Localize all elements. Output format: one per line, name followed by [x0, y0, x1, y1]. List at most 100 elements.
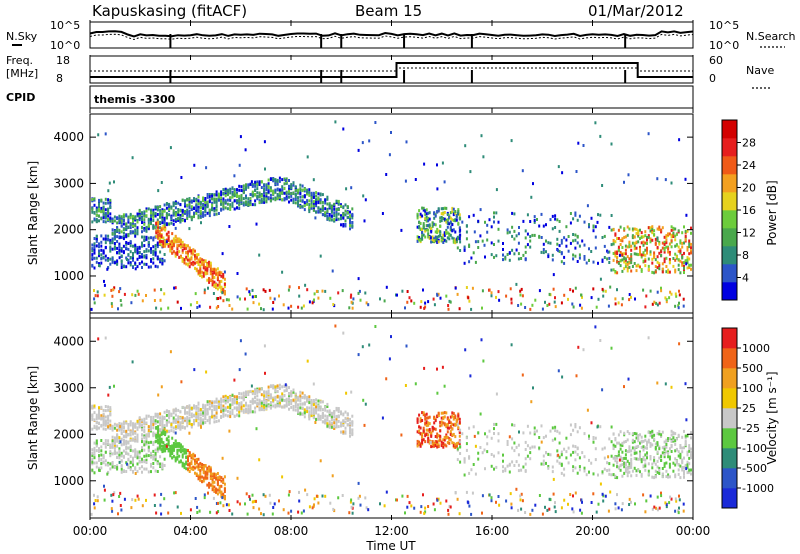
power-pixel-1562 [267, 182, 270, 186]
power-pixel-1178 [222, 201, 225, 205]
power-pixel-3764 [442, 241, 445, 244]
velocity-pixel-1415 [249, 410, 252, 414]
velocity-pixel-851 [186, 418, 189, 422]
velocity-pixel-3749 [440, 420, 443, 424]
velocity-pixel-719 [170, 412, 173, 416]
velocity-pixel-171 [109, 423, 112, 427]
power-pixel-1554 [265, 197, 268, 201]
velocity-pixel-3759 [440, 423, 443, 427]
power-pixel-5772 [108, 181, 111, 185]
velocity-pixel-3809 [446, 441, 449, 444]
power-pixel-4250 [572, 253, 575, 257]
power-pixel-890 [190, 207, 193, 211]
velocity-pixel-269 [120, 443, 123, 447]
power-pixel-1314 [238, 199, 241, 203]
power-pixel-3470 [222, 287, 225, 291]
velocity-pixel-3711 [436, 415, 439, 419]
power-pixel-3606 [427, 228, 430, 232]
velocity-pixel-3887 [452, 444, 455, 447]
velocity-pixel-3881 [452, 432, 455, 436]
power-pixel-5310 [251, 288, 254, 292]
power-pixel-1532 [263, 184, 266, 188]
power-pixel-4580 [635, 264, 638, 268]
power-pixel-4476 [623, 260, 626, 264]
power-pixel-4282 [578, 253, 581, 257]
power-pixel-4706 [649, 252, 652, 256]
power-pixel-3388 [213, 280, 216, 284]
power-pixel-4516 [628, 242, 631, 246]
velocity-pixel-2287 [349, 434, 351, 438]
power-pixel-5412 [173, 286, 176, 290]
power-pixel-4810 [660, 250, 663, 254]
power-pixel-4572 [633, 235, 636, 239]
power-pixel-1096 [213, 193, 216, 197]
velocity-pixel-1557 [265, 407, 268, 411]
velocity-pixel-2921 [162, 441, 165, 445]
power-pixel-76 [98, 209, 100, 213]
power-pixel-78 [98, 214, 100, 218]
velocity-pixel-797 [179, 423, 182, 427]
velocity-pixel-3815 [446, 422, 449, 426]
velocity-pixel-3453 [220, 490, 223, 494]
power-pixel-5124 [634, 297, 636, 301]
velocity-pixel-1291 [236, 413, 238, 417]
velocity-pixel-2623 [132, 463, 134, 467]
power-pixel-4502 [626, 261, 629, 265]
power-pixel-5238 [571, 302, 574, 306]
power-pixel-1760 [290, 194, 293, 198]
velocity-pixel-3125 [185, 455, 188, 459]
velocity-pixel-299 [122, 422, 125, 426]
velocity-pixel-1195 [224, 396, 227, 400]
power-cbar-swatch-4 [722, 210, 737, 229]
velocity-pixel-1891 [303, 401, 306, 405]
velocity-pixel-2427 [104, 450, 107, 454]
power-pixel-3986 [465, 230, 468, 234]
power-pixel-1680 [281, 185, 284, 189]
power-pixel-1588 [269, 193, 272, 197]
velocity-pixel-3527 [419, 443, 422, 447]
velocity-pixel-3737 [439, 429, 442, 433]
power-pixel-4820 [661, 241, 664, 245]
power-pixel-18 [91, 210, 94, 214]
power-pixel-5788 [319, 254, 322, 258]
power-pixel-5150 [365, 301, 368, 305]
velocity-pixel-2611 [132, 459, 134, 463]
power-pixel-1418 [249, 201, 252, 205]
velocity-pixel-3701 [436, 435, 439, 439]
power-pixel-4414 [617, 237, 620, 240]
velocity-pixel-1119 [215, 419, 218, 423]
power-pixel-4742 [653, 254, 656, 258]
power-pixel-5260 [317, 296, 320, 300]
power-pixel-1040 [208, 193, 211, 196]
velocity-pixel-3191 [192, 468, 195, 471]
power-pixel-2430 [104, 234, 107, 238]
power-pixel-180 [111, 228, 114, 232]
power-pixel-1618 [272, 191, 275, 195]
velocity-pixel-1445 [254, 410, 257, 414]
velocity-pixel-1817 [294, 396, 297, 400]
velocity-pixel-733 [172, 420, 175, 424]
velocity-pixel-727 [172, 426, 175, 430]
power-pixel-740 [174, 206, 177, 210]
velocity-pixel-3043 [176, 457, 179, 461]
power-pixel-3964 [459, 228, 462, 232]
velocity-pixel-755 [174, 409, 177, 413]
power-pixel-772 [177, 213, 180, 217]
velocity-pixel-1275 [233, 398, 236, 402]
velocity-pixel-3659 [431, 442, 434, 446]
velocity-pixel-1081 [213, 420, 216, 424]
power-pixel-4236 [565, 244, 568, 248]
velocity-pixel-2119 [328, 411, 331, 415]
power-pixel-4518 [628, 265, 631, 269]
power-pixel-2378 [98, 252, 100, 256]
power-pixel-720 [172, 222, 175, 226]
power-pixel-5142 [290, 304, 293, 308]
velocity-pixel-1339 [240, 405, 243, 409]
power-pixel-3154 [188, 249, 191, 253]
power-pixel-5368 [621, 297, 624, 301]
power-pixel-4832 [663, 250, 666, 254]
power-pixel-2920 [162, 236, 165, 240]
power-pixel-3256 [199, 271, 202, 275]
date-label: 01/Mar/2012 [588, 2, 684, 20]
power-pixel-918 [193, 215, 195, 219]
